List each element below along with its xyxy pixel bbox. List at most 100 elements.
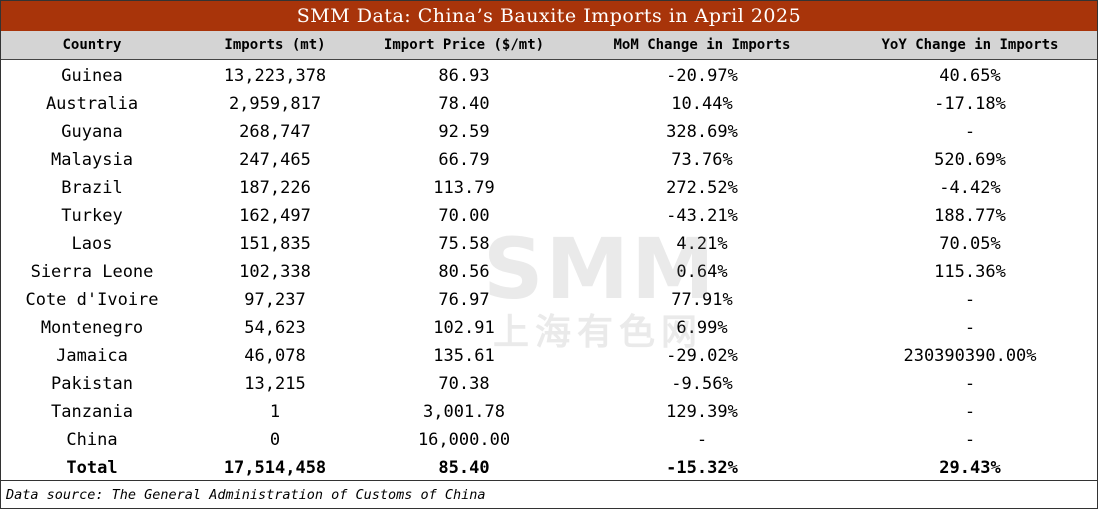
cell-import-price: 86.93 [438, 66, 490, 86]
cell-country: Guinea [61, 66, 123, 86]
cell-country: Malaysia [51, 150, 133, 170]
table-row: Guyana 268,747 92.59 328.69% - [1, 118, 1097, 146]
header-yoy-change: YoY Change in Imports [881, 37, 1059, 53]
cell-mom-change: 272.52% [666, 178, 738, 198]
cell-imports: 1 [269, 402, 281, 422]
cell-yoy-change: - [964, 374, 976, 394]
table-row: Malaysia 247,465 66.79 73.76% 520.69% [1, 146, 1097, 174]
cell-country: China [66, 430, 118, 450]
header-country: Country [62, 37, 122, 53]
cell-country: Tanzania [51, 402, 133, 422]
cell-imports: 102,338 [239, 262, 311, 282]
cell-import-price: 75.58 [438, 234, 490, 254]
table-body: Guinea 13,223,378 86.93 -20.97% 40.65% Austra… [1, 62, 1097, 482]
cell-yoy-change: - [964, 430, 976, 450]
cell-country: Jamaica [56, 346, 128, 366]
cell-import-price: 3,001.78 [423, 402, 505, 422]
cell-yoy-change: - [964, 318, 976, 338]
table-row: Guinea 13,223,378 86.93 -20.97% 40.65% [1, 62, 1097, 90]
cell-country: Brazil [61, 178, 123, 198]
cell-country: Guyana [61, 122, 123, 142]
header-mom-change: MoM Change in Imports [613, 37, 791, 53]
header-import-price: Import Price ($/mt) [383, 37, 545, 53]
cell-imports: 97,237 [244, 290, 306, 310]
header-imports: Imports (mt) [224, 37, 326, 53]
cell-import-price: 92.59 [438, 122, 490, 142]
cell-yoy-change: 188.77% [934, 206, 1006, 226]
cell-imports: 151,835 [239, 234, 311, 254]
cell-import-price: 66.79 [438, 150, 490, 170]
cell-mom-change: 77.91% [671, 290, 733, 310]
table-row: Pakistan 13,215 70.38 -9.56% - [1, 370, 1097, 398]
cell-country: Laos [71, 234, 113, 254]
cell-imports: 162,497 [239, 206, 311, 226]
table-title: SMM Data: China’s Bauxite Imports in Apr… [1, 1, 1097, 31]
cell-mom-change: 129.39% [666, 402, 738, 422]
table-row: Brazil 187,226 113.79 272.52% -4.42% [1, 174, 1097, 202]
cell-country: Montenegro [40, 318, 144, 338]
cell-country: Sierra Leone [30, 262, 154, 282]
cell-yoy-change: 40.65% [939, 66, 1001, 86]
cell-imports: 247,465 [239, 150, 311, 170]
table-row: Laos 151,835 75.58 4.21% 70.05% [1, 230, 1097, 258]
table-row: China 0 16,000.00 - - [1, 426, 1097, 454]
cell-imports: 46,078 [244, 346, 306, 366]
cell-import-price: 85.40 [438, 458, 490, 478]
cell-yoy-change: 520.69% [934, 150, 1006, 170]
cell-mom-change: - [696, 430, 708, 450]
cell-yoy-change: 70.05% [939, 234, 1001, 254]
cell-yoy-change: 115.36% [934, 262, 1006, 282]
cell-yoy-change: -4.42% [939, 178, 1001, 198]
cell-mom-change: -20.97% [666, 66, 738, 86]
cell-import-price: 80.56 [438, 262, 490, 282]
data-source-note: Data source: The General Administration … [6, 487, 486, 503]
table-row: Australia 2,959,817 78.40 10.44% -17.18% [1, 90, 1097, 118]
cell-imports: 13,215 [244, 374, 306, 394]
cell-country: Turkey [61, 206, 123, 226]
cell-mom-change: 328.69% [666, 122, 738, 142]
cell-mom-change: -15.32% [666, 458, 738, 478]
cell-mom-change: 6.99% [676, 318, 728, 338]
cell-imports: 187,226 [239, 178, 311, 198]
cell-yoy-change: 29.43% [939, 458, 1001, 478]
footer-divider [1, 480, 1097, 481]
total-row: Total 17,514,458 85.40 -15.32% 29.43% [1, 454, 1097, 482]
cell-mom-change: -29.02% [666, 346, 738, 366]
cell-imports: 268,747 [239, 122, 311, 142]
cell-mom-change: 4.21% [676, 234, 728, 254]
cell-yoy-change: - [964, 122, 976, 142]
cell-mom-change: -43.21% [666, 206, 738, 226]
cell-imports: 0 [269, 430, 281, 450]
cell-imports: 54,623 [244, 318, 306, 338]
cell-import-price: 70.00 [438, 206, 490, 226]
cell-mom-change: 10.44% [671, 94, 733, 114]
cell-import-price: 70.38 [438, 374, 490, 394]
cell-mom-change: -9.56% [671, 374, 733, 394]
header-row: Country Imports (mt) Import Price ($/mt)… [1, 31, 1097, 60]
cell-country: Cote d'Ivoire [25, 290, 159, 310]
cell-country: Australia [45, 94, 139, 114]
table-row: Tanzania 1 3,001.78 129.39% - [1, 398, 1097, 426]
cell-import-price: 16,000.00 [417, 430, 511, 450]
table-row: Montenegro 54,623 102.91 6.99% - [1, 314, 1097, 342]
cell-yoy-change: - [964, 402, 976, 422]
cell-import-price: 113.79 [433, 178, 495, 198]
cell-mom-change: 73.76% [671, 150, 733, 170]
cell-import-price: 102.91 [433, 318, 495, 338]
table-row: Cote d'Ivoire 97,237 76.97 77.91% - [1, 286, 1097, 314]
cell-country: Pakistan [51, 374, 133, 394]
cell-yoy-change: - [964, 290, 976, 310]
cell-yoy-change: 230390390.00% [903, 346, 1037, 366]
cell-imports: 17,514,458 [223, 458, 327, 478]
cell-import-price: 78.40 [438, 94, 490, 114]
cell-imports: 2,959,817 [228, 94, 322, 114]
table-row: Turkey 162,497 70.00 -43.21% 188.77% [1, 202, 1097, 230]
cell-country: Total [66, 458, 118, 478]
table-row: Jamaica 46,078 135.61 -29.02% 230390390.00% [1, 342, 1097, 370]
cell-mom-change: 0.64% [676, 262, 728, 282]
table-row: Sierra Leone 102,338 80.56 0.64% 115.36% [1, 258, 1097, 286]
cell-import-price: 135.61 [433, 346, 495, 366]
cell-imports: 13,223,378 [223, 66, 327, 86]
cell-import-price: 76.97 [438, 290, 490, 310]
